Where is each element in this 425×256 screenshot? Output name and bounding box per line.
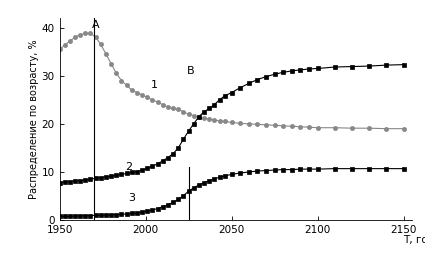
- Text: 2: 2: [125, 162, 132, 172]
- Text: B: B: [187, 66, 194, 76]
- Text: A: A: [92, 20, 99, 30]
- Text: 1: 1: [151, 80, 158, 90]
- X-axis label: T, годы: T, годы: [403, 234, 425, 244]
- Y-axis label: Распределение по возрасту, %: Распределение по возрасту, %: [29, 39, 39, 199]
- Text: 3: 3: [128, 193, 135, 203]
